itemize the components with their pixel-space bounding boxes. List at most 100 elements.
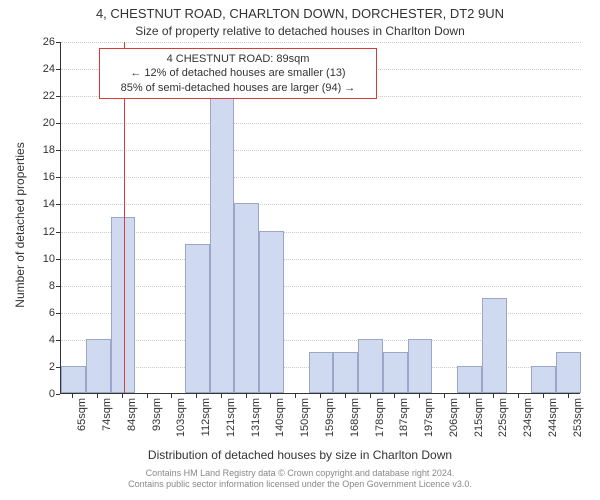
ytick-mark (56, 340, 60, 341)
ytick-label: 0 (25, 388, 55, 400)
xtick-label: 253sqm (572, 398, 584, 458)
histogram-bar (333, 352, 358, 393)
ytick-mark (56, 69, 60, 70)
xtick-mark (345, 394, 346, 398)
xtick-label: 168sqm (349, 398, 361, 458)
gridline-h (61, 177, 581, 178)
xtick-label: 112sqm (200, 398, 212, 458)
ytick-mark (56, 394, 60, 395)
histogram-bar (86, 339, 111, 393)
xtick-label: 244sqm (547, 398, 559, 458)
histogram-bar (185, 244, 210, 393)
ytick-mark (56, 232, 60, 233)
xtick-mark (493, 394, 494, 398)
histogram-bar (383, 352, 408, 393)
annotation-box: 4 CHESTNUT ROAD: 89sqm← 12% of detached … (99, 48, 377, 99)
ytick-mark (56, 313, 60, 314)
ytick-label: 24 (25, 63, 55, 75)
histogram-bar (482, 298, 507, 393)
xtick-mark (171, 394, 172, 398)
xtick-label: 74sqm (101, 398, 113, 458)
xtick-mark (370, 394, 371, 398)
footer-line-1: Contains HM Land Registry data © Crown c… (0, 468, 600, 479)
gridline-h (61, 42, 581, 43)
ytick-label: 2 (25, 361, 55, 373)
ytick-mark (56, 177, 60, 178)
gridline-h (61, 123, 581, 124)
histogram-bar (234, 203, 259, 393)
xtick-label: 187sqm (398, 398, 410, 458)
xtick-label: 140sqm (274, 398, 286, 458)
histogram-bar (556, 352, 581, 393)
xtick-mark (270, 394, 271, 398)
gridline-h (61, 286, 581, 287)
ytick-mark (56, 367, 60, 368)
gridline-h (61, 259, 581, 260)
xtick-label: 84sqm (126, 398, 138, 458)
xtick-mark (320, 394, 321, 398)
xtick-label: 197sqm (423, 398, 435, 458)
ytick-label: 16 (25, 171, 55, 183)
xtick-label: 150sqm (299, 398, 311, 458)
ytick-label: 18 (25, 144, 55, 156)
figure: 4, CHESTNUT ROAD, CHARLTON DOWN, DORCHES… (0, 0, 600, 500)
title-main: 4, CHESTNUT ROAD, CHARLTON DOWN, DORCHES… (0, 6, 600, 21)
xtick-mark (147, 394, 148, 398)
xtick-mark (122, 394, 123, 398)
xtick-label: 159sqm (324, 398, 336, 458)
xtick-label: 131sqm (250, 398, 262, 458)
xtick-mark (469, 394, 470, 398)
annotation-line: 4 CHESTNUT ROAD: 89sqm (106, 52, 370, 66)
histogram-bar (210, 95, 235, 393)
gridline-h (61, 232, 581, 233)
xtick-mark (196, 394, 197, 398)
annotation-line: 85% of semi-detached houses are larger (… (106, 81, 370, 95)
histogram-bar (309, 352, 334, 393)
ytick-mark (56, 123, 60, 124)
ytick-mark (56, 286, 60, 287)
ytick-mark (56, 42, 60, 43)
ytick-mark (56, 204, 60, 205)
xtick-label: 178sqm (374, 398, 386, 458)
histogram-bar (408, 339, 433, 393)
histogram-bar (358, 339, 383, 393)
ytick-mark (56, 259, 60, 260)
ytick-label: 14 (25, 198, 55, 210)
xtick-label: 215sqm (473, 398, 485, 458)
ytick-mark (56, 96, 60, 97)
ytick-label: 26 (25, 36, 55, 48)
xtick-mark (394, 394, 395, 398)
xtick-mark (246, 394, 247, 398)
ytick-mark (56, 150, 60, 151)
xtick-mark (72, 394, 73, 398)
ytick-label: 6 (25, 307, 55, 319)
xtick-mark (295, 394, 296, 398)
title-sub: Size of property relative to detached ho… (0, 24, 600, 38)
xtick-mark (568, 394, 569, 398)
xtick-label: 65sqm (76, 398, 88, 458)
ytick-label: 22 (25, 90, 55, 102)
xtick-mark (518, 394, 519, 398)
histogram-bar (457, 366, 482, 393)
xtick-label: 93sqm (151, 398, 163, 458)
ytick-label: 4 (25, 334, 55, 346)
xtick-mark (419, 394, 420, 398)
plot-area: 4 CHESTNUT ROAD: 89sqm← 12% of detached … (60, 42, 580, 394)
ytick-label: 8 (25, 280, 55, 292)
footer: Contains HM Land Registry data © Crown c… (0, 468, 600, 491)
histogram-bar (61, 366, 86, 393)
xtick-mark (97, 394, 98, 398)
histogram-bar (111, 217, 136, 393)
ytick-label: 10 (25, 253, 55, 265)
gridline-h (61, 150, 581, 151)
ytick-label: 12 (25, 226, 55, 238)
xtick-mark (543, 394, 544, 398)
annotation-line: ← 12% of detached houses are smaller (13… (106, 66, 370, 80)
histogram-bar (531, 366, 556, 393)
histogram-bar (259, 231, 284, 393)
xtick-label: 206sqm (448, 398, 460, 458)
xtick-label: 103sqm (175, 398, 187, 458)
ytick-label: 20 (25, 117, 55, 129)
xtick-mark (444, 394, 445, 398)
xtick-label: 225sqm (497, 398, 509, 458)
